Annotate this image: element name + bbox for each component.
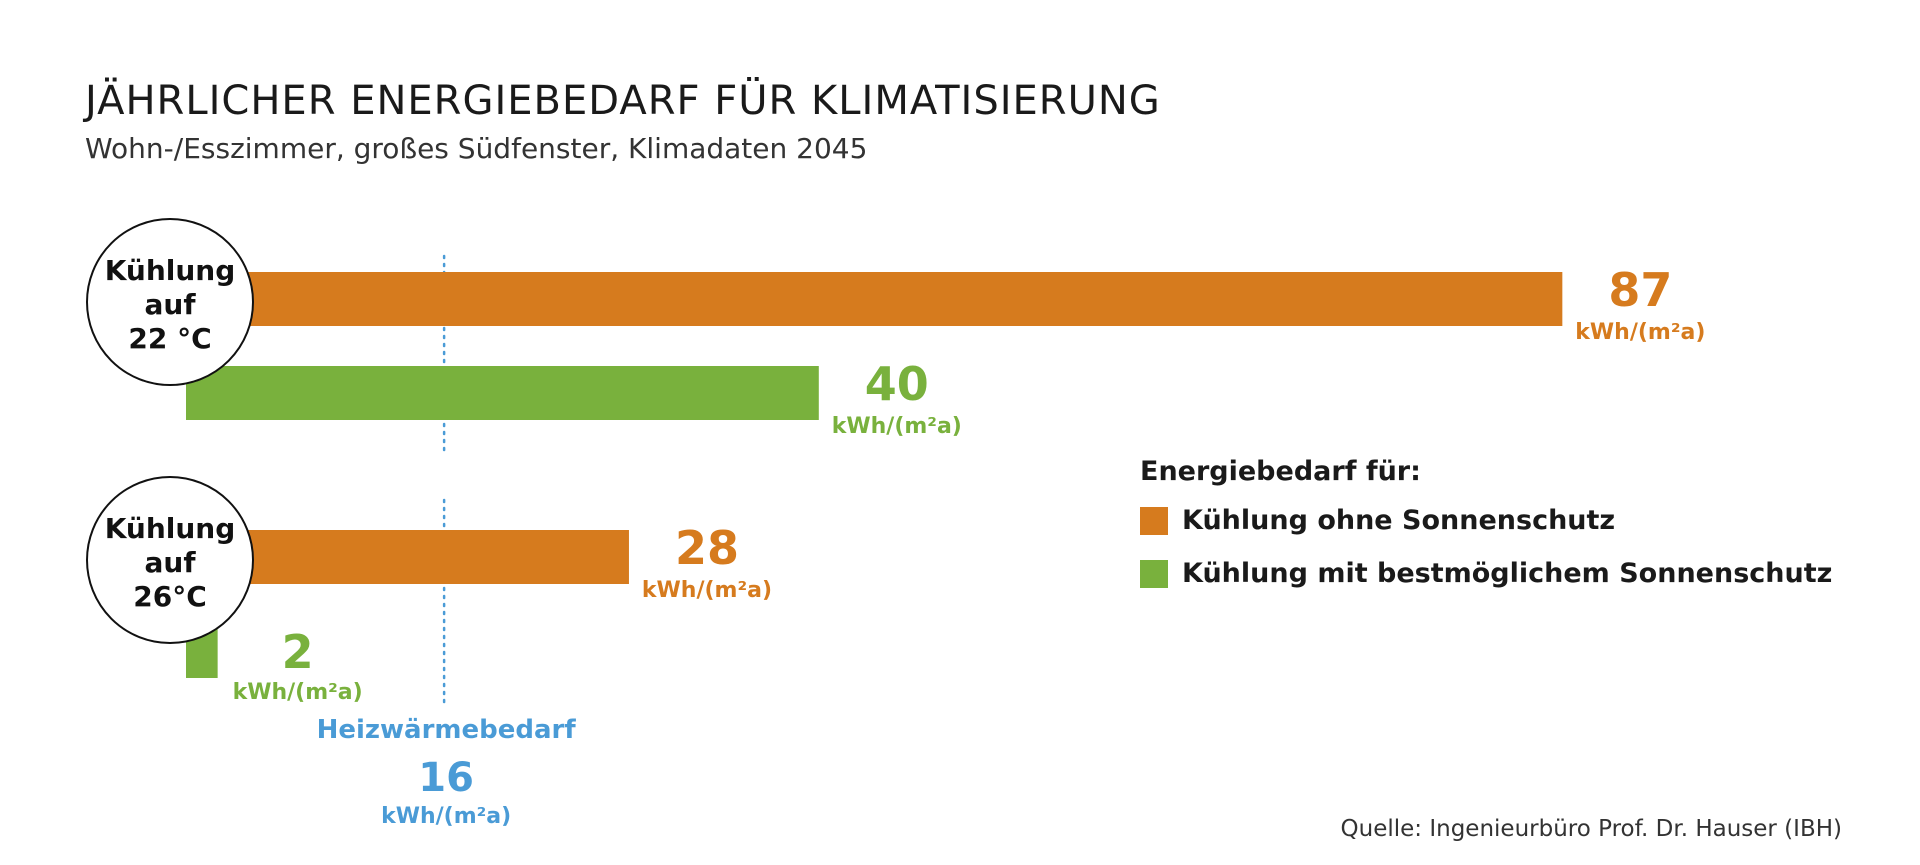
legend-title: Energiebedarf für: <box>1140 456 1421 487</box>
category-label: 26°C <box>133 580 207 613</box>
value-label: 28 <box>675 521 739 575</box>
bar-mit-sonnenschutz <box>186 366 819 420</box>
source-note: Quelle: Ingenieurbüro Prof. Dr. Hauser (… <box>1340 816 1842 842</box>
category-label: Kühlung <box>105 254 236 287</box>
value-unit-label: kWh/(m²a) <box>1575 320 1705 345</box>
legend-item-ohne-sonnenschutz: Kühlung ohne Sonnenschutz <box>1140 505 1832 536</box>
legend-swatch-orange <box>1140 506 1168 535</box>
category-label: auf <box>144 288 196 321</box>
legend-swatch-green <box>1140 559 1168 588</box>
value-label: 40 <box>865 357 929 411</box>
reference-line-label: Heizwärmebedarf <box>317 715 577 745</box>
value-label: 87 <box>1608 263 1672 317</box>
legend-label: Kühlung mit bestmöglichem Sonnenschutz <box>1182 558 1833 589</box>
value-unit-label: kWh/(m²a) <box>233 680 363 705</box>
bar-ohne-sonnenschutz <box>186 530 629 584</box>
category-label: Kühlung <box>105 512 236 545</box>
category-circle <box>86 476 254 644</box>
reference-line-value: 16 <box>418 755 474 801</box>
reference-line-unit: kWh/(m²a) <box>381 804 511 829</box>
value-unit-label: kWh/(m²a) <box>832 414 962 439</box>
legend-label: Kühlung ohne Sonnenschutz <box>1182 505 1616 536</box>
legend: Energiebedarf für: Kühlung ohne Sonnensc… <box>1140 456 1832 611</box>
chart-title: JÄHRLICHER ENERGIEBEDARF FÜR KLIMATISIER… <box>85 78 1161 124</box>
value-label: 2 <box>282 625 314 679</box>
bar-ohne-sonnenschutz <box>186 272 1563 326</box>
category-label: auf <box>144 546 196 579</box>
legend-item-mit-sonnenschutz: Kühlung mit bestmöglichem Sonnenschutz <box>1140 558 1832 589</box>
category-label: 22 °C <box>128 322 211 355</box>
chart-subtitle: Wohn-/Esszimmer, großes Südfenster, Klim… <box>85 132 868 165</box>
category-circle <box>86 218 254 386</box>
value-unit-label: kWh/(m²a) <box>642 578 772 603</box>
